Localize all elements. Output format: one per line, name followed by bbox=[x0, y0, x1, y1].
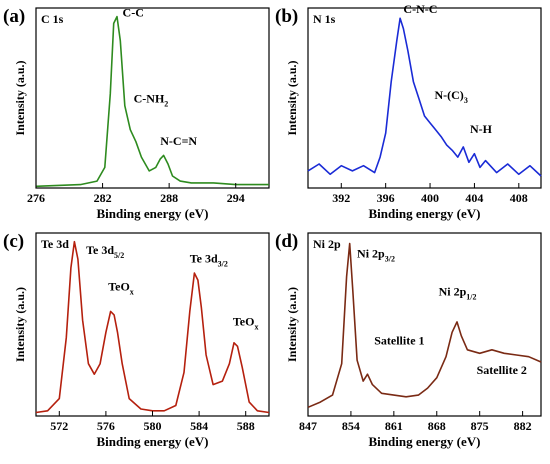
peak-annotation: N-(C)3 bbox=[434, 88, 467, 105]
peak-annotation: Te 3d3/2 bbox=[190, 252, 228, 269]
x-tick-label: 294 bbox=[227, 191, 245, 205]
panel-title: C 1s bbox=[41, 12, 64, 26]
x-tick-label: 576 bbox=[97, 419, 115, 433]
x-tick-label: 584 bbox=[190, 419, 208, 433]
x-tick-label: 875 bbox=[471, 419, 489, 433]
panel-letter: (c) bbox=[3, 231, 24, 252]
plot-frame bbox=[307, 7, 542, 189]
y-axis-label: Intensity (a.u.) bbox=[285, 60, 299, 135]
series-line-1 bbox=[35, 15, 269, 188]
x-tick-label: 282 bbox=[94, 191, 112, 205]
x-tick-label: 408 bbox=[510, 191, 528, 205]
chart-panel-3: 572 576 580 584 588 (c) Te 3d Intensity (a.u.) B… bbox=[3, 231, 270, 449]
x-tick-label: 868 bbox=[428, 419, 446, 433]
y-axis-label: Intensity (a.u.) bbox=[285, 287, 299, 362]
x-tick-label: 572 bbox=[50, 419, 68, 433]
panel-title: Te 3d bbox=[41, 237, 69, 251]
x-tick-label: 861 bbox=[385, 419, 403, 433]
x-tick-label: 276 bbox=[27, 191, 45, 205]
peak-annotation: N-H bbox=[470, 122, 493, 136]
series-line-1 bbox=[307, 17, 542, 177]
peak-annotation: Satellite 1 bbox=[374, 334, 424, 348]
panel-title: N 1s bbox=[313, 12, 336, 26]
chart-panel-4: 847 854 861 868 875 882 (d) Ni 2p Intensity (a.u… bbox=[275, 231, 542, 449]
peak-annotation: N-C=N bbox=[160, 134, 197, 148]
x-tick-label: 847 bbox=[299, 419, 317, 433]
x-tick-label: 288 bbox=[160, 191, 178, 205]
x-tick-label: 404 bbox=[465, 191, 483, 205]
peak-annotation: Te 3d5/2 bbox=[86, 243, 124, 260]
x-tick-label: 580 bbox=[144, 419, 162, 433]
peak-annotation: Ni 2p1/2 bbox=[439, 285, 477, 302]
peak-annotation: C-N-C bbox=[403, 2, 437, 16]
peak-annotation: TeOx bbox=[233, 314, 259, 331]
series-line-1 bbox=[307, 242, 542, 409]
y-axis-label: Intensity (a.u.) bbox=[13, 287, 27, 362]
peak-annotation: C-C bbox=[123, 6, 144, 20]
y-axis-label: Intensity (a.u.) bbox=[13, 60, 27, 135]
x-axis-label: Binding energy (eV) bbox=[97, 434, 209, 449]
series-line-1 bbox=[35, 240, 270, 414]
peak-annotation: TeOx bbox=[108, 280, 134, 297]
x-tick-label: 392 bbox=[332, 191, 350, 205]
x-tick-label: 400 bbox=[421, 191, 439, 205]
panel-letter: (a) bbox=[3, 6, 25, 27]
x-axis-label: Binding energy (eV) bbox=[369, 206, 481, 221]
chart-panel-2: 392 396 400 404 408 (b) N 1s Intensity (a.u.) Bi… bbox=[275, 2, 542, 221]
panel-title: Ni 2p bbox=[313, 237, 341, 251]
x-tick-label: 396 bbox=[377, 191, 395, 205]
x-tick-label: 588 bbox=[237, 419, 255, 433]
plot-frame bbox=[307, 232, 542, 417]
x-axis-label: Binding energy (eV) bbox=[97, 206, 209, 221]
x-tick-label: 882 bbox=[514, 419, 532, 433]
peak-annotation: Ni 2p3/2 bbox=[357, 246, 395, 263]
plot-frame bbox=[35, 7, 270, 189]
peak-annotation: C-NH2 bbox=[134, 91, 169, 108]
panel-letter: (d) bbox=[275, 231, 298, 252]
panel-letter: (b) bbox=[275, 6, 298, 27]
x-axis-label: Binding energy (eV) bbox=[369, 434, 481, 449]
x-tick-label: 854 bbox=[342, 419, 360, 433]
peak-annotation: Satellite 2 bbox=[477, 363, 527, 377]
chart-panel-1: 276 282 288 294 (a) C 1s Intensity (a.u.) Bindi… bbox=[3, 6, 270, 221]
